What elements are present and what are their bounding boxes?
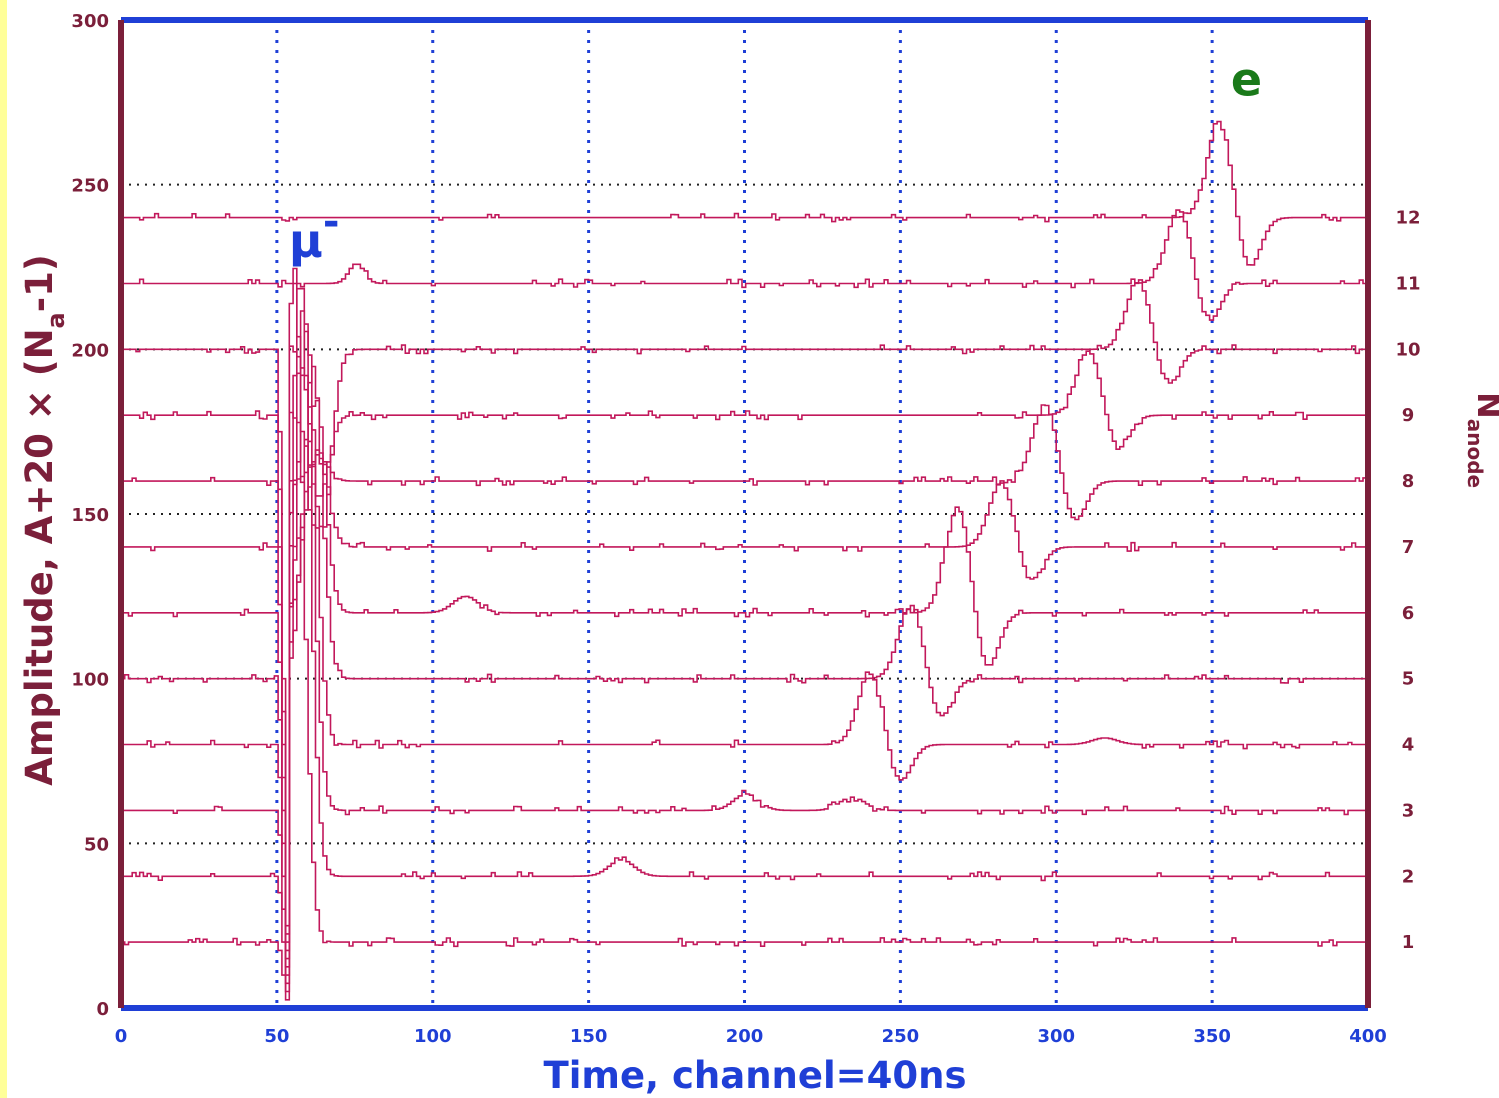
x-tick-label-0: 0: [115, 1026, 128, 1047]
trace-anode-5: [121, 365, 1368, 968]
right-axis-title-sub: anode: [1463, 419, 1487, 488]
right-tick-label-12: 12: [1395, 208, 1420, 229]
annotations: μ-e: [289, 53, 1262, 268]
right-tick-label-2: 2: [1402, 866, 1415, 887]
y-tick-label-0: 0: [96, 999, 109, 1020]
right-tick-label-8: 8: [1402, 471, 1415, 492]
y-axis-title-tail: -1): [18, 254, 61, 312]
right-axis-title-main: N: [1470, 392, 1499, 419]
right-tick-label-5: 5: [1402, 669, 1415, 690]
x-tick-label-150: 150: [570, 1026, 608, 1047]
right-tick-label-6: 6: [1402, 603, 1415, 624]
right-axis-title: Nanode: [1463, 392, 1499, 488]
y-axis-title: Amplitude, A+20 × (Na-1): [18, 254, 70, 786]
x-tick-label-350: 350: [1193, 1026, 1231, 1047]
x-axis-title: Time, channel=40ns: [543, 1054, 966, 1097]
y-axis-title-sub: a: [42, 312, 70, 328]
x-tick-label-300: 300: [1037, 1026, 1075, 1047]
x-tick-label-200: 200: [726, 1026, 764, 1047]
right-tick-label-1: 1: [1402, 932, 1415, 953]
trace-anode-9: [121, 350, 1367, 935]
tick-labels: 0 50 100 150 200 250 300 350 400 0 50 100 150 200 250 3…: [71, 11, 1420, 1047]
annotation-electron: e: [1231, 53, 1262, 107]
y-tick-label-150: 150: [71, 505, 109, 526]
right-tick-label-4: 4: [1402, 735, 1415, 756]
y-tick-label-250: 250: [71, 176, 109, 197]
y-tick-label-50: 50: [84, 834, 109, 855]
right-tick-label-9: 9: [1402, 405, 1415, 426]
right-tick-label-7: 7: [1402, 537, 1415, 558]
y-tick-label-300: 300: [71, 11, 109, 32]
y-tick-label-200: 200: [71, 340, 109, 361]
trace-anode-8: [121, 404, 1368, 943]
x-tick-label-100: 100: [414, 1026, 452, 1047]
trace-anode-7: [121, 449, 1367, 952]
trace-anode-6: [121, 399, 1367, 960]
x-tick-label-250: 250: [882, 1026, 920, 1047]
y-tick-label-100: 100: [71, 670, 109, 691]
left-margin-strip: [0, 0, 7, 1098]
trace-anode-10: [121, 279, 1367, 927]
x-tick-label-50: 50: [264, 1026, 289, 1047]
svg-text:Amplitude, A+20 × (Na-1): Amplitude, A+20 × (Na-1): [18, 254, 70, 786]
right-tick-label-11: 11: [1395, 273, 1420, 294]
right-tick-label-10: 10: [1395, 339, 1420, 360]
grid-lines: [121, 20, 1368, 1008]
anode-traces: [121, 120, 1368, 1001]
axes-frame: [118, 17, 1371, 1011]
right-tick-label-3: 3: [1402, 800, 1415, 821]
trace-anode-2: [121, 287, 1367, 993]
trace-anode-11: [121, 209, 1367, 321]
annotation-muon: μ-: [289, 199, 339, 268]
x-tick-label-400: 400: [1349, 1026, 1387, 1047]
trace-anode-1: [121, 267, 1367, 1001]
trace-anode-4: [121, 330, 1368, 976]
trace-anode-3: [121, 310, 1367, 985]
y-axis-title-main: Amplitude, A+20 × (N: [18, 328, 61, 785]
trace-anode-12: [121, 120, 1368, 266]
svg-text:Nanode: Nanode: [1463, 392, 1499, 488]
